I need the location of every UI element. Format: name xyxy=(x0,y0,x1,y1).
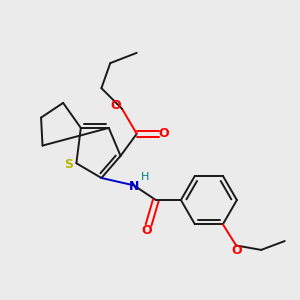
Text: S: S xyxy=(64,158,73,171)
Text: O: O xyxy=(231,244,242,257)
Text: N: N xyxy=(129,180,139,193)
Text: O: O xyxy=(142,224,152,237)
Text: O: O xyxy=(159,127,170,140)
Text: H: H xyxy=(141,172,149,182)
Text: O: O xyxy=(110,99,121,112)
